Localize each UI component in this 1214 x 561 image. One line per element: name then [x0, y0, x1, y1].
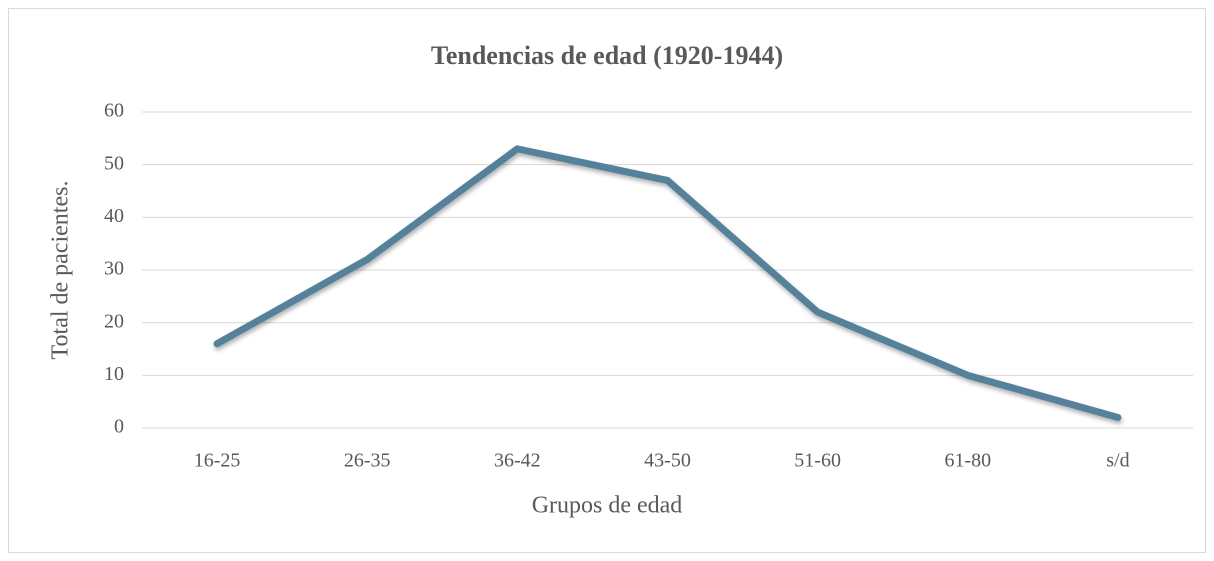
x-tick-label: 26-35	[344, 450, 391, 472]
chart-border	[8, 8, 1206, 553]
x-tick-label: 61-80	[944, 450, 991, 472]
y-axis-label: Total de pacientes.	[48, 181, 74, 360]
y-tick-label: 60	[104, 100, 124, 122]
x-tick-label: 16-25	[194, 450, 241, 472]
x-tick-label: 43-50	[644, 450, 691, 472]
data-line	[213, 145, 1122, 421]
y-tick-label: 20	[104, 310, 124, 332]
x-axis-label: Grupos de edad	[532, 493, 683, 519]
y-tick-label: 0	[114, 416, 124, 438]
x-tick-label: 51-60	[794, 450, 841, 472]
y-tick-label: 40	[104, 205, 124, 227]
y-tick-label: 50	[104, 152, 124, 174]
y-tick-label: 10	[104, 363, 124, 385]
y-tick-label: 30	[104, 258, 124, 280]
chart-title: Tendencias de edad (1920-1944)	[431, 41, 783, 70]
x-tick-label: s/d	[1106, 450, 1129, 472]
x-tick-label: 36-42	[494, 450, 541, 472]
